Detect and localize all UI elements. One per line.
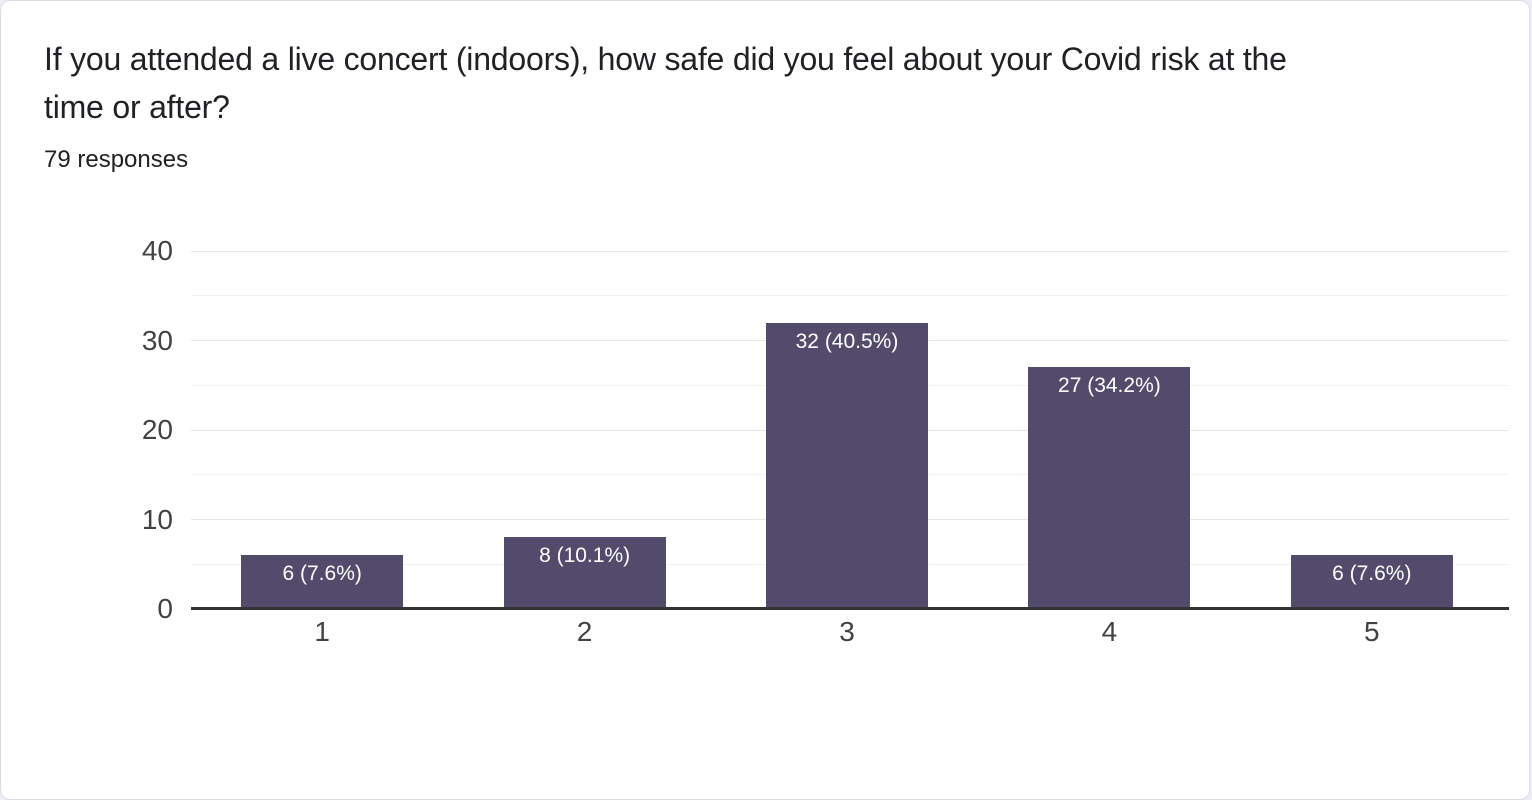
y-axis-tick-label: 10 [141,503,173,535]
bar-value-label: 6 (7.6%) [1332,562,1412,586]
bar[interactable] [1028,367,1191,609]
bar[interactable] [241,555,404,609]
x-axis-tick-label: 1 [314,616,330,647]
bar[interactable] [1290,555,1453,609]
x-axis-tick-label: 5 [1364,616,1380,647]
x-axis-line [191,607,1509,610]
y-axis-tick-label: 40 [141,235,173,266]
bar[interactable] [766,322,928,609]
gridline-major [191,250,1509,252]
y-axis-tick-label: 30 [141,324,173,356]
response-count: 79 responses [44,146,189,173]
question-title-line1: If you attended a live concert (indoors)… [44,41,1287,77]
x-axis-tick-label: 4 [1101,616,1118,647]
bar[interactable] [503,537,666,609]
bar-value-label: 6 (7.6%) [282,562,362,586]
bar-value-label: 27 (34.2%) [1058,374,1161,398]
bar-value-label: 8 (10.1%) [539,544,631,568]
x-axis-tick-label: 3 [839,616,855,647]
bar-value-label: 32 (40.5%) [795,329,899,353]
y-axis-tick-label: 20 [141,414,173,445]
y-axis-tick-label: 0 [157,593,173,624]
gridline-minor [191,295,1509,297]
x-axis-tick-label: 2 [576,616,593,647]
question-title: If you attended a live concert (indoors)… [44,35,1287,131]
question-title-line2: time or after? [44,89,230,125]
